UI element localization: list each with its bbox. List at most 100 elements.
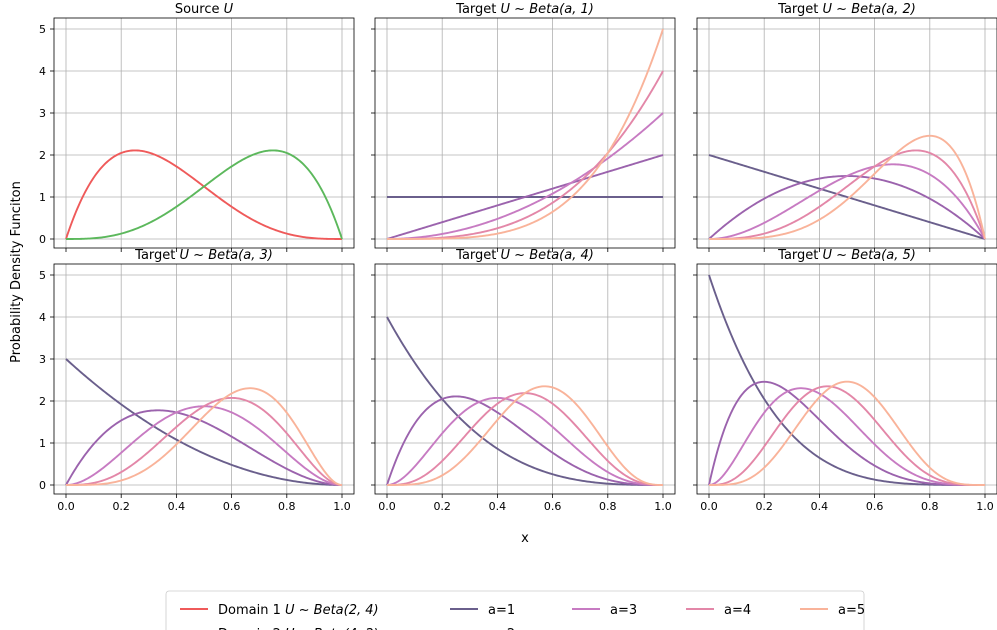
series-line [66, 396, 343, 486]
subplot-title: Target U ~ Beta(a, 5) [777, 248, 916, 263]
y-tick-label: 0 [39, 233, 46, 246]
title-math: U [224, 2, 234, 17]
series-line [386, 154, 664, 240]
axes-frame [53, 263, 355, 495]
legend-item: a=5 [800, 603, 865, 618]
series-line [387, 385, 663, 486]
title-math: U ~ Beta(a, 4) [501, 248, 594, 263]
x-tick-label: 0.4 [168, 500, 186, 513]
legend-label-plain: a=2 [488, 627, 515, 630]
subplot-1: 0 1 2 3 4 5 Source U [39, 2, 355, 252]
series-line [709, 380, 985, 486]
title-math: U ~ Beta(a, 2) [823, 2, 916, 17]
series-line [66, 387, 343, 486]
legend-label: Domain 1 U ~ Beta(2, 4) [218, 603, 379, 618]
legend-label-plain: Domain 1 [218, 603, 285, 618]
legend-label-plain: a=3 [610, 603, 637, 618]
series-line [65, 405, 343, 486]
series-line [386, 395, 663, 486]
x-tick-label: 1.0 [976, 500, 994, 513]
subplot-2: Target U ~ Beta(a, 1) [371, 2, 676, 252]
series-line [65, 149, 342, 240]
y-tick-label: 3 [39, 353, 46, 366]
legend-item: a=1 [450, 603, 515, 618]
x-tick-label: 0.0 [700, 500, 718, 513]
series-line [386, 396, 663, 486]
title-plain: Target [777, 248, 822, 263]
x-tick-label: 0.8 [599, 500, 617, 513]
y-tick-label: 2 [39, 395, 46, 408]
series-line [709, 149, 986, 240]
axes-frame [696, 263, 997, 495]
legend-label-math: U ~ Beta(2, 4) [285, 603, 379, 618]
legend-box [165, 590, 865, 630]
legend-label: a=5 [838, 603, 865, 618]
legend-label-plain: a=4 [724, 603, 751, 618]
x-tick-label: 0.4 [489, 500, 507, 513]
axes-frame [696, 17, 997, 249]
x-tick-label: 0.0 [378, 500, 396, 513]
title-plain: Target [134, 248, 179, 263]
series-line [708, 163, 986, 240]
legend-label-plain: a=5 [838, 603, 865, 618]
x-tick-label: 0.8 [921, 500, 939, 513]
legend-item: Domain 2 U ~ Beta(4, 2) [218, 627, 379, 630]
x-tick-label: 0.2 [433, 500, 451, 513]
x-tick-label: 0.6 [223, 500, 241, 513]
series-line [708, 154, 986, 240]
subplot-4: 0.0 0.2 0.4 0.6 0.8 1.0 0 1 2 3 4 5 Target U ~ Beta(… [39, 248, 355, 513]
y-tick-label: 1 [39, 437, 46, 450]
subplot-title: Target U ~ Beta(a, 1) [455, 2, 594, 17]
axes-frame [53, 17, 355, 249]
x-tick-label: 0.2 [755, 500, 773, 513]
y-tick-label: 2 [39, 149, 46, 162]
series-line [709, 385, 985, 486]
legend-label-plain: Domain 2 [218, 627, 285, 630]
legend-label: a=3 [610, 603, 637, 618]
legend-label: a=1 [488, 603, 515, 618]
y-axis-label: Probability Density Funciton [9, 181, 24, 363]
legend: Domain 1 U ~ Beta(2, 4) Domain 2 U ~ Beta… [165, 590, 865, 630]
x-tick-label: 0.6 [544, 500, 562, 513]
title-plain: Target [455, 248, 500, 263]
y-tick-label: 1 [39, 191, 46, 204]
y-tick-label: 5 [39, 269, 46, 282]
title-plain: Target [455, 2, 500, 17]
legend-item: a=4 [686, 603, 751, 618]
legend-item: a=3 [572, 603, 637, 618]
subplot-3: Target U ~ Beta(a, 2) [693, 2, 997, 252]
series-line [387, 112, 664, 240]
subplot-title: Source U [175, 2, 234, 17]
axes-frame [374, 17, 676, 249]
series-line [708, 380, 985, 486]
series-line [65, 358, 342, 486]
title-math: U ~ Beta(a, 1) [501, 2, 594, 17]
subplot-title: Target U ~ Beta(a, 3) [134, 248, 273, 263]
series-line [66, 149, 343, 240]
subplot-title: Target U ~ Beta(a, 2) [777, 2, 916, 17]
series-line [65, 409, 343, 486]
legend-label: a=2 [488, 627, 515, 630]
y-tick-label: 5 [39, 23, 46, 36]
series-line [709, 134, 986, 240]
x-tick-label: 1.0 [654, 500, 672, 513]
legend-item: a=2 [488, 627, 515, 630]
legend-label: Domain 2 U ~ Beta(4, 2) [218, 627, 379, 630]
series-line [387, 28, 664, 240]
subplot-title: Target U ~ Beta(a, 4) [455, 248, 594, 263]
y-tick-label: 4 [39, 65, 46, 78]
legend-label-math: U ~ Beta(4, 2) [285, 627, 379, 630]
series-line [708, 387, 985, 486]
y-tick-label: 3 [39, 107, 46, 120]
x-tick-label: 0.6 [866, 500, 884, 513]
axes-frame [374, 263, 676, 495]
subplot-6: 0.0 0.2 0.4 0.6 0.8 1.0 Target U ~ Beta(a, 5) [693, 248, 997, 513]
title-plain: Source [175, 2, 224, 17]
title-plain: Target [777, 2, 822, 17]
legend-label: a=4 [724, 603, 751, 618]
legend-item: Domain 1 U ~ Beta(2, 4) [180, 603, 379, 618]
series-line [386, 316, 663, 486]
title-math: U ~ Beta(a, 3) [180, 248, 273, 263]
